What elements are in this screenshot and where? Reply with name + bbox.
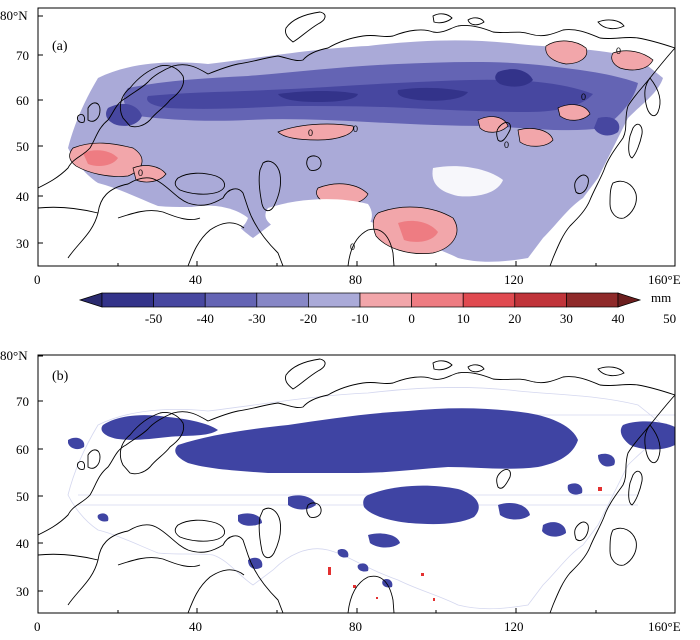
panel-a-ytick: 40 [16,189,29,204]
panel-b-ytick: 30 [16,584,29,599]
colorbar-segment [204,292,258,308]
colorbar-label: -20 [300,311,317,326]
panel-b-significant-positive [328,487,602,601]
colorbar-label: 40 [612,311,625,326]
panel-a-contour-labels: 0 0 0 0 0 0 0 [138,46,621,252]
contour-label: 0 [138,168,143,178]
panel-b-ytick: 40 [16,536,29,551]
colorbar-label: -40 [197,311,214,326]
colorbar-label: -10 [351,311,368,326]
panel-a-ytick: 80°N [0,8,28,23]
colorbar-segment [101,292,154,308]
panel-b-ytick: 60 [16,442,29,457]
panel-a-xtick: 0 [34,272,41,287]
panel-b-tag: (b) [52,369,69,384]
panel-b-y-axis [38,355,43,592]
colorbar-segment [256,292,309,308]
panel-b-xtick: 120 [504,619,524,634]
colorbar-segment [78,292,103,308]
colorbar-segment [411,292,464,308]
colorbar-label: 20 [508,311,521,326]
colorbar-segment [153,292,206,308]
colorbar-label: 30 [560,311,573,326]
contour-label: 0 [350,242,355,252]
panel-a-y-axis [38,15,43,244]
contour-label: 0 [353,124,358,134]
panel-b-ytick: 70 [16,394,29,409]
panel-a-ytick: 30 [16,236,29,251]
colorbar-label: 50 [663,311,676,326]
colorbar-label: 10 [457,311,470,326]
panel-a-tag: (a) [52,39,68,54]
contour-label: 0 [616,46,621,56]
panel-a-x-axis [37,261,676,266]
colorbar-segment [308,292,361,308]
colorbar-label: -30 [248,311,265,326]
panel-a-ytick: 50 [16,139,29,154]
panel-b-xtick: 160°E [648,619,681,634]
panel-a-ytick: 70 [16,48,29,63]
panel-b-x-axis [37,608,676,613]
panel-a-xtick: 80 [349,272,362,287]
panel-b-significant-negative [68,408,675,588]
contour-label: 0 [581,92,586,102]
colorbar-label: 0 [408,311,415,326]
panel-a-xtick: 120 [504,272,524,287]
panel-b [37,358,676,614]
panel-b-xtick: 80 [349,619,362,634]
panel-b-ytick: 80°N [0,348,28,363]
panel-b-ytick: 50 [16,489,29,504]
colorbar-unit: mm [651,290,671,305]
colorbar: -50 -40 -30 -20 -10 0 10 20 30 40 50 [78,292,676,326]
panel-a-xtick: 40 [189,272,202,287]
panel-a-xtick: 160°E [648,272,681,287]
colorbar-segment [617,292,642,308]
contour-label: 0 [308,128,313,138]
panel-b-xtick: 0 [34,619,41,634]
colorbar-segment [359,292,412,308]
panel-a-ytick: 60 [16,93,29,108]
colorbar-segment [566,292,619,308]
panel-b-xtick: 40 [189,619,202,634]
contour-label: 0 [504,140,509,150]
colorbar-segment [514,292,567,308]
colorbar-segment [462,292,516,308]
panel-a: 0 0 0 0 0 0 0 [37,11,676,267]
panel-a-shading [68,40,663,262]
colorbar-label: -50 [145,311,162,326]
